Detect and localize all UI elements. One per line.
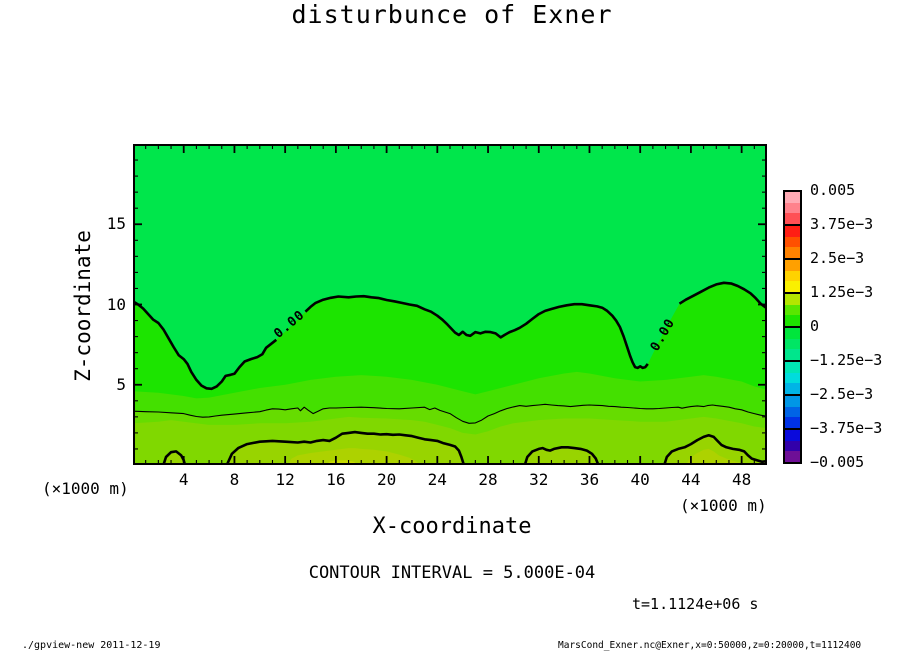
colorbar-stripe (785, 328, 800, 339)
x-tick-label: 20 (376, 470, 397, 489)
contour-line (523, 446, 600, 466)
colorbar-stripe (785, 304, 800, 316)
y-tick-label: 10 (106, 294, 126, 314)
colorbar-stripe (785, 362, 800, 373)
colorbar: 0.005 3.75e−3 2.5e−3 1.25e−3 0 −1.25e−3 −2.5e−… (783, 181, 903, 471)
colorbar-stripe (785, 440, 800, 452)
colorbar-box (783, 292, 802, 328)
colorbar-stripe (785, 270, 800, 282)
colorbar-tick-label: 0.005 (810, 181, 856, 199)
colorbar-tick-label: 1.25e−3 (810, 283, 874, 301)
colorbar-stripe (785, 430, 800, 441)
colorbar-tick-label: −3.75e−3 (810, 419, 883, 437)
contour-plot-svg: 0.00 0.00 (132, 144, 768, 466)
colorbar-stripe (785, 260, 800, 271)
colorbar-stripe (785, 315, 800, 326)
contour-interval-note: CONTOUR INTERVAL = 5.000E-04 (308, 563, 596, 583)
contour-line (132, 300, 278, 391)
colorbar-stripe (785, 349, 800, 360)
x-tick-label: 16 (326, 470, 346, 489)
colorbar-stripe (785, 451, 800, 462)
colorbar-stripe (785, 226, 800, 237)
colorbar-stripe (785, 294, 800, 305)
x-tick-label: 36 (579, 470, 600, 489)
colorbar-stripe (785, 417, 800, 428)
page-title: disturbunce of Exner (291, 0, 613, 29)
y-tick-label: 15 (106, 214, 126, 234)
fill-region (287, 448, 421, 465)
contour-line (304, 294, 649, 370)
colorbar-tick-label: 0 (810, 317, 820, 335)
contour-line (132, 403, 768, 424)
y-axis-unit: (×1000 m) (42, 479, 129, 498)
colorbar-box (783, 326, 802, 362)
colorbar-tick-label: −0.005 (810, 453, 865, 471)
colorbar-box (783, 360, 802, 396)
colorbar-stripe (785, 338, 800, 350)
colorbar-stripe (785, 406, 800, 418)
contour-line (678, 281, 768, 310)
colorbar-stripe (785, 192, 800, 203)
time-annotation: t=1.1124e+06 s (632, 595, 759, 613)
colorbar-stripe (785, 247, 800, 258)
colorbar-box (783, 428, 802, 464)
colorbar-stripe (785, 213, 800, 224)
x-tick-label: 12 (275, 470, 295, 489)
fill-region (524, 447, 599, 465)
y-tick-label: 5 (116, 374, 126, 394)
plot-frame (133, 144, 767, 465)
contour-plot-canvas: 0.00 0.00 (132, 144, 768, 466)
x-axis-unit: (×1000 m) (680, 496, 767, 515)
colorbar-stripe (785, 281, 800, 292)
x-tick-label: 32 (529, 470, 549, 489)
colorbar-tick-label: 2.5e−3 (810, 249, 865, 267)
colorbar-tick-label: −2.5e−3 (810, 385, 874, 403)
colorbar-stripe (785, 372, 800, 384)
colorbar-stripe (785, 396, 800, 407)
x-tick-label: 40 (630, 470, 650, 489)
colorbar-box (783, 394, 802, 430)
footer-dataset-stamp: MarsCond_Exner.nc@Exner,x=0:50000,z=0:20… (558, 640, 862, 651)
fill-region (685, 448, 746, 465)
x-tick-label: 8 (229, 470, 240, 489)
x-axis-tick-labels: 4 8 12 16 20 24 28 32 36 40 44 48 (133, 470, 767, 490)
footer-program-stamp: ./gpview-new 2011-12-19 (22, 640, 161, 651)
colorbar-stripe (785, 383, 800, 394)
colorbar-stripe (785, 236, 800, 248)
colorbar-stripe (785, 202, 800, 214)
x-axis-label: X-coordinate (372, 514, 532, 539)
contour-line (225, 430, 466, 466)
x-tick-label: 28 (478, 470, 498, 489)
x-tick-label: 48 (731, 470, 752, 489)
colorbar-box (783, 258, 802, 294)
colorbar-box (783, 190, 802, 226)
x-tick-label: 44 (681, 470, 701, 489)
x-tick-label: 4 (178, 470, 189, 489)
colorbar-tick-label: 3.75e−3 (810, 215, 874, 233)
y-axis-tick-labels: 5 10 15 (86, 144, 126, 465)
colorbar-tick-label: −1.25e−3 (810, 351, 883, 369)
colorbar-box (783, 224, 802, 260)
contour-line (663, 434, 768, 466)
x-tick-label: 24 (427, 470, 447, 489)
